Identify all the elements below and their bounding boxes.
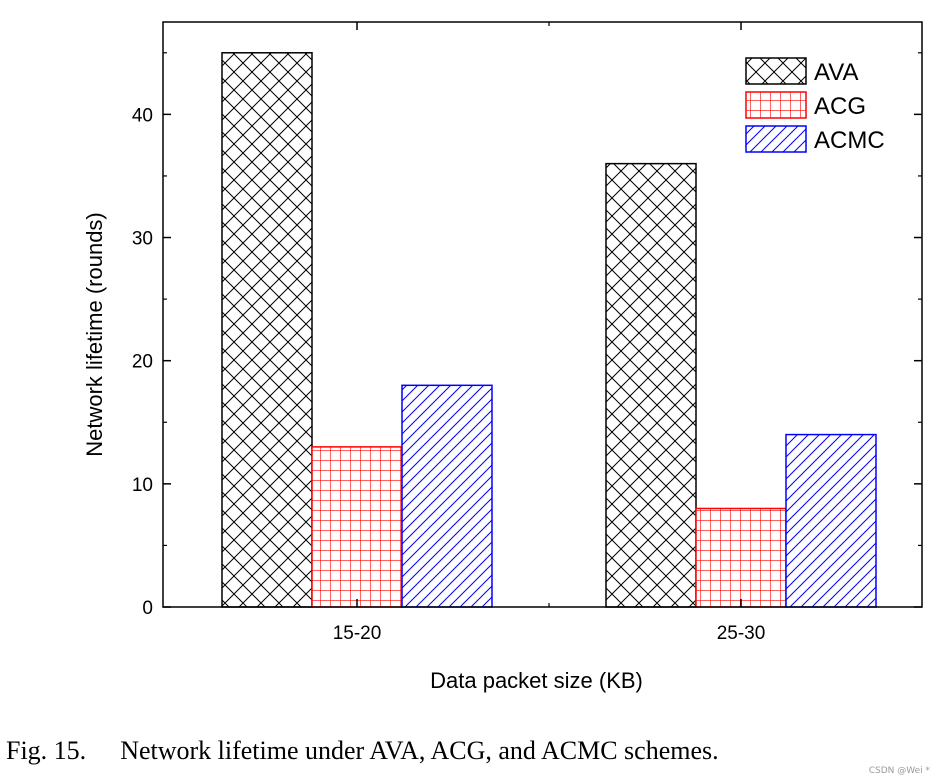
- bar-ava-15-20: [221, 52, 313, 608]
- y-tick-label: 10: [132, 475, 153, 496]
- legend-swatch-acmc: [745, 125, 807, 153]
- bar-acmc-25-30: [785, 433, 877, 608]
- x-tick-label: 15-20: [333, 623, 382, 644]
- legend-swatch-acg: [745, 91, 807, 119]
- y-tick-label: 40: [132, 105, 153, 126]
- bar-acg-25-30: [695, 507, 787, 608]
- y-tick-label: 20: [132, 352, 153, 373]
- legend-label-ava: AVA: [814, 59, 858, 86]
- legend-label-acg: ACG: [814, 93, 866, 120]
- caption-text: Network lifetime under AVA, ACG, and ACM…: [120, 736, 719, 765]
- legend-label-acmc: ACMC: [814, 127, 885, 154]
- bar-acmc-15-20: [401, 384, 493, 608]
- y-tick-label: 0: [142, 598, 153, 619]
- bar-ava-25-30: [605, 162, 697, 608]
- plot-frame: [162, 21, 923, 608]
- x-axis-title: Data packet size (KB): [430, 668, 643, 693]
- watermark: CSDN @Wei *: [868, 766, 930, 776]
- y-tick-label: 30: [132, 229, 153, 250]
- figure-number: Fig. 15.: [6, 736, 87, 765]
- x-tick-label: 25-30: [717, 623, 766, 644]
- legend-swatch-ava: [745, 57, 807, 85]
- bar-acg-15-20: [311, 446, 403, 608]
- figure-caption: Fig. 15. Network lifetime under AVA, ACG,…: [6, 736, 719, 766]
- y-axis-title: Network lifetime (rounds): [82, 212, 107, 457]
